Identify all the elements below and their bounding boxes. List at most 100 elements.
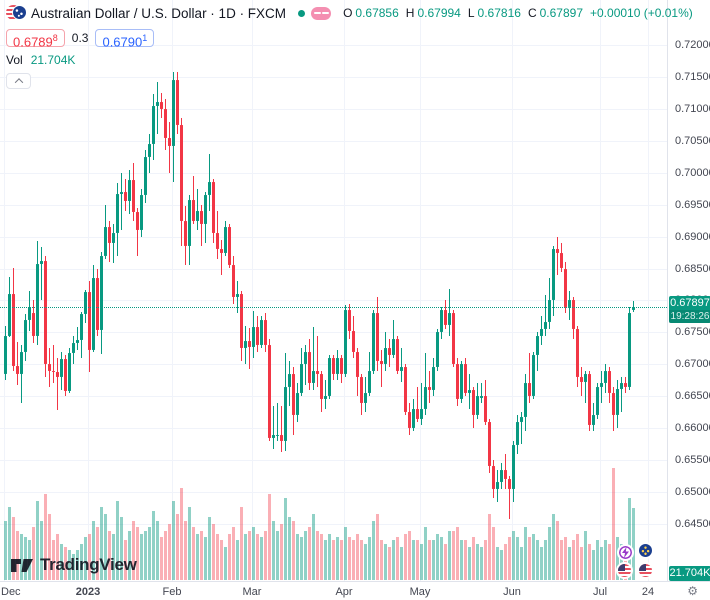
candle-body — [472, 389, 475, 416]
volume-bar — [516, 537, 519, 580]
candle-body — [228, 227, 231, 266]
grid-line-vertical — [252, 0, 253, 581]
volume-bar — [364, 543, 367, 580]
candle-body — [288, 373, 291, 387]
economic-event-us-flag-icon[interactable] — [637, 562, 654, 579]
us-flag-canton — [618, 564, 625, 571]
candle-wick — [221, 239, 222, 275]
volume-bar — [584, 530, 587, 580]
volume-bar — [592, 550, 595, 580]
candle-wick — [281, 405, 282, 452]
candle-body — [188, 199, 191, 247]
volume-bar — [620, 543, 623, 580]
volume-bar — [608, 543, 611, 580]
candle-body — [420, 409, 423, 419]
volume-bar — [328, 533, 331, 580]
candle-wick — [633, 300, 634, 313]
volume-bar — [600, 547, 603, 580]
candle-body — [208, 182, 211, 196]
volume-bar — [540, 547, 543, 580]
market-open-dot-icon[interactable] — [298, 9, 306, 17]
candle-body — [176, 80, 179, 125]
volume-bar — [496, 547, 499, 580]
volume-bar — [420, 543, 423, 580]
candle-body — [536, 335, 539, 355]
candle-body — [376, 313, 379, 362]
chevron-up-icon — [14, 78, 23, 87]
volume-bar — [324, 540, 327, 580]
grid-line-horizontal — [0, 76, 667, 78]
volume-bar — [196, 533, 199, 580]
data-status-badge-icon[interactable] — [311, 6, 332, 20]
axis-settings-gear-icon[interactable]: ⚙ — [687, 584, 698, 598]
candle-body — [520, 417, 523, 422]
candle-body — [212, 182, 215, 234]
volume-bar — [216, 533, 219, 580]
candle-body — [264, 319, 267, 346]
candle-body — [444, 310, 447, 325]
candle-body — [28, 306, 31, 320]
time-axis[interactable]: Dec 2023 Feb Mar Apr May Jun Jul 24 ⚙ — [0, 581, 710, 600]
symbol-row[interactable]: Australian Dollar / U.S. Dollar · 1D · F… — [6, 4, 693, 22]
buy-ask-button[interactable]: 0.67901 — [95, 29, 155, 49]
grid-line-horizontal — [0, 236, 667, 238]
volume-bar — [580, 547, 583, 580]
candle-body — [452, 313, 455, 365]
candle-body — [628, 313, 631, 387]
volume-bar — [100, 507, 103, 580]
volume-bar — [476, 543, 479, 580]
candle-body — [112, 233, 115, 243]
volume-bar — [380, 540, 383, 580]
grid-line-horizontal — [0, 492, 667, 494]
close-value: 0.67897 — [539, 6, 583, 20]
volume-bar — [508, 537, 511, 580]
volume-bar — [136, 527, 139, 580]
volume-bar — [536, 540, 539, 580]
candle-wick — [509, 476, 510, 519]
sell-bid-button[interactable]: 0.67898 — [6, 29, 65, 49]
candle-body — [284, 386, 287, 441]
tradingview-logo-icon — [11, 558, 33, 572]
candle-body — [588, 373, 591, 425]
volume-bar — [320, 533, 323, 580]
volume-bar — [492, 527, 495, 580]
candle-body — [620, 383, 623, 389]
candle-body — [468, 389, 471, 394]
candle-body — [484, 396, 487, 422]
volume-bar — [396, 537, 399, 580]
economic-event-us-flag-icon[interactable] — [616, 562, 633, 579]
change-value: +0.00010 (+0.01%) — [590, 6, 693, 20]
time-tick-label: Dec — [1, 586, 21, 598]
volume-bar — [212, 523, 215, 580]
high-value: 0.67994 — [417, 6, 461, 20]
volume-bar — [20, 533, 23, 580]
volume-legend-row[interactable]: Vol 21.704K — [6, 53, 693, 67]
audusd-pair-flags-icon — [6, 5, 27, 21]
chart-pane[interactable]: TradingView — [0, 0, 667, 581]
candle-body — [172, 80, 175, 146]
legend-collapse-button[interactable] — [6, 73, 31, 89]
candle-wick — [169, 121, 170, 173]
symbol-title[interactable]: Australian Dollar / U.S. Dollar · 1D · F… — [31, 5, 287, 21]
candle-body — [204, 195, 207, 224]
candle-body — [440, 310, 443, 333]
volume-bar — [144, 530, 147, 580]
volume-bar — [388, 547, 391, 580]
volume-bar — [72, 553, 75, 580]
volume-bar — [432, 540, 435, 580]
candle-body — [500, 469, 503, 483]
economic-event-lightning-icon[interactable] — [617, 544, 634, 561]
volume-bar — [356, 533, 359, 580]
candle-body — [184, 220, 187, 247]
candle-body — [220, 249, 223, 253]
economic-event-eu-flag-icon[interactable] — [637, 542, 654, 559]
volume-bar — [260, 537, 263, 580]
volume-bar — [184, 520, 187, 580]
volume-bar — [464, 540, 467, 580]
candle-body — [380, 361, 383, 365]
candle-body — [116, 194, 119, 234]
